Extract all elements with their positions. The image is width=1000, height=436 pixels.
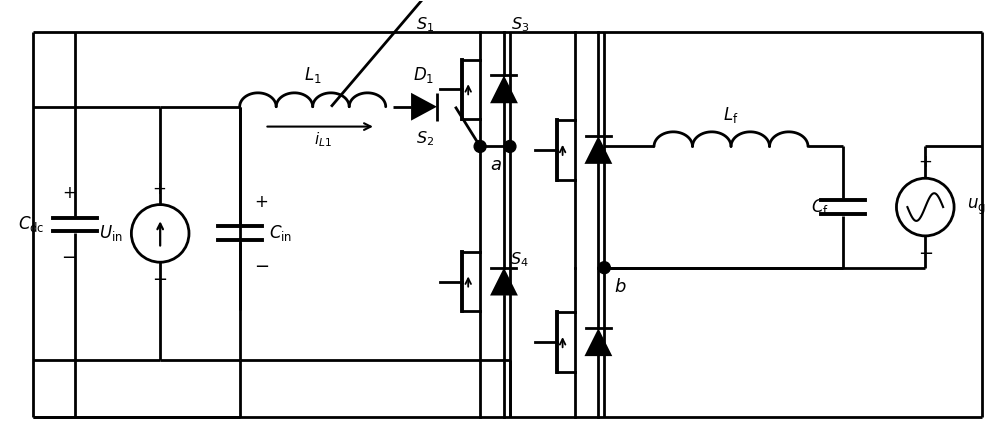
Text: $+$: $+$ bbox=[62, 184, 76, 202]
Text: $b$: $b$ bbox=[614, 278, 627, 296]
Circle shape bbox=[504, 140, 516, 153]
Text: $u_{\rm g}$: $u_{\rm g}$ bbox=[967, 197, 986, 217]
Text: $C_{\rm in}$: $C_{\rm in}$ bbox=[269, 223, 293, 243]
Text: $+$: $+$ bbox=[254, 193, 268, 211]
Text: $+$: $+$ bbox=[152, 180, 166, 198]
Polygon shape bbox=[411, 93, 437, 121]
Polygon shape bbox=[490, 268, 518, 296]
Circle shape bbox=[474, 140, 486, 153]
Text: $S_2$: $S_2$ bbox=[416, 129, 434, 148]
Polygon shape bbox=[584, 136, 612, 164]
Polygon shape bbox=[584, 328, 612, 356]
Polygon shape bbox=[490, 75, 518, 103]
Text: $S_1$: $S_1$ bbox=[416, 15, 434, 34]
Text: $U_{\rm in}$: $U_{\rm in}$ bbox=[99, 223, 122, 243]
Text: $C_{\rm f}$: $C_{\rm f}$ bbox=[811, 197, 829, 217]
Text: $L_{\rm f}$: $L_{\rm f}$ bbox=[723, 105, 739, 125]
Text: $-$: $-$ bbox=[254, 256, 269, 274]
Text: $C_{\rm dc}$: $C_{\rm dc}$ bbox=[18, 215, 45, 235]
Text: $-$: $-$ bbox=[918, 243, 933, 261]
Circle shape bbox=[598, 262, 610, 274]
Text: $+$: $+$ bbox=[918, 153, 932, 171]
Text: $S_4$: $S_4$ bbox=[510, 250, 529, 269]
Text: $L_1$: $L_1$ bbox=[304, 65, 322, 85]
Text: $a$: $a$ bbox=[490, 157, 502, 174]
Text: $i_{L1}$: $i_{L1}$ bbox=[314, 130, 332, 149]
Text: $S_3$: $S_3$ bbox=[511, 15, 529, 34]
Text: $-$: $-$ bbox=[152, 269, 167, 287]
Text: $-$: $-$ bbox=[61, 247, 76, 265]
Text: $D_1$: $D_1$ bbox=[413, 65, 435, 85]
